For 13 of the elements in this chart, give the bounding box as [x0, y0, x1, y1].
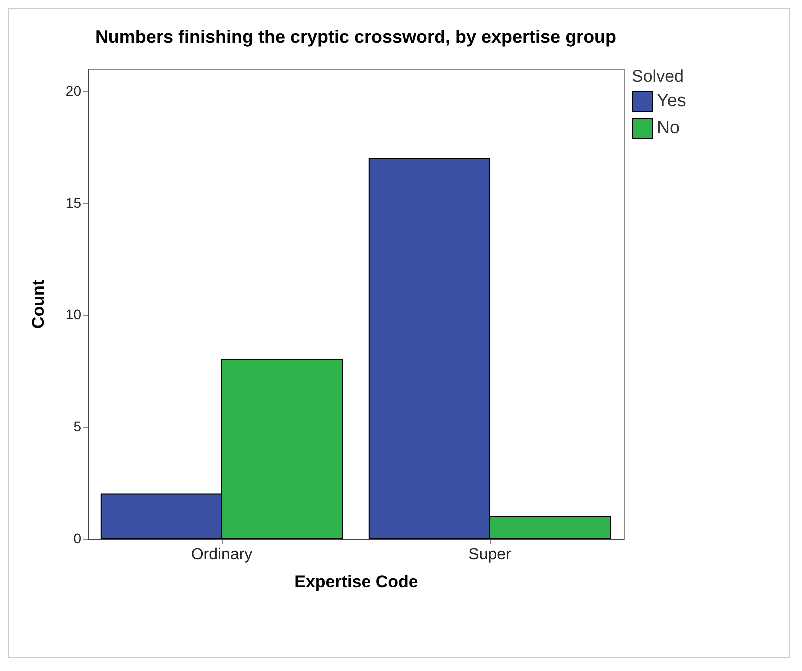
y-tick-label: 0: [74, 530, 82, 546]
y-tick-label: 5: [74, 418, 82, 435]
legend-label: Yes: [657, 90, 686, 110]
chart-title: Numbers finishing the cryptic crossword, by expertise group: [95, 27, 617, 47]
legend-label: No: [657, 118, 680, 138]
x-axis-title: Expertise Code: [294, 572, 418, 592]
y-tick-label: 10: [66, 306, 82, 323]
x-tick-label: Super: [468, 546, 512, 564]
x-tick-label: Ordinary: [191, 546, 253, 564]
y-tick-label: 20: [66, 82, 82, 99]
y-tick-label: 15: [66, 194, 82, 211]
y-axis-title: Count: [28, 280, 48, 330]
legend-title: Solved: [632, 67, 684, 86]
